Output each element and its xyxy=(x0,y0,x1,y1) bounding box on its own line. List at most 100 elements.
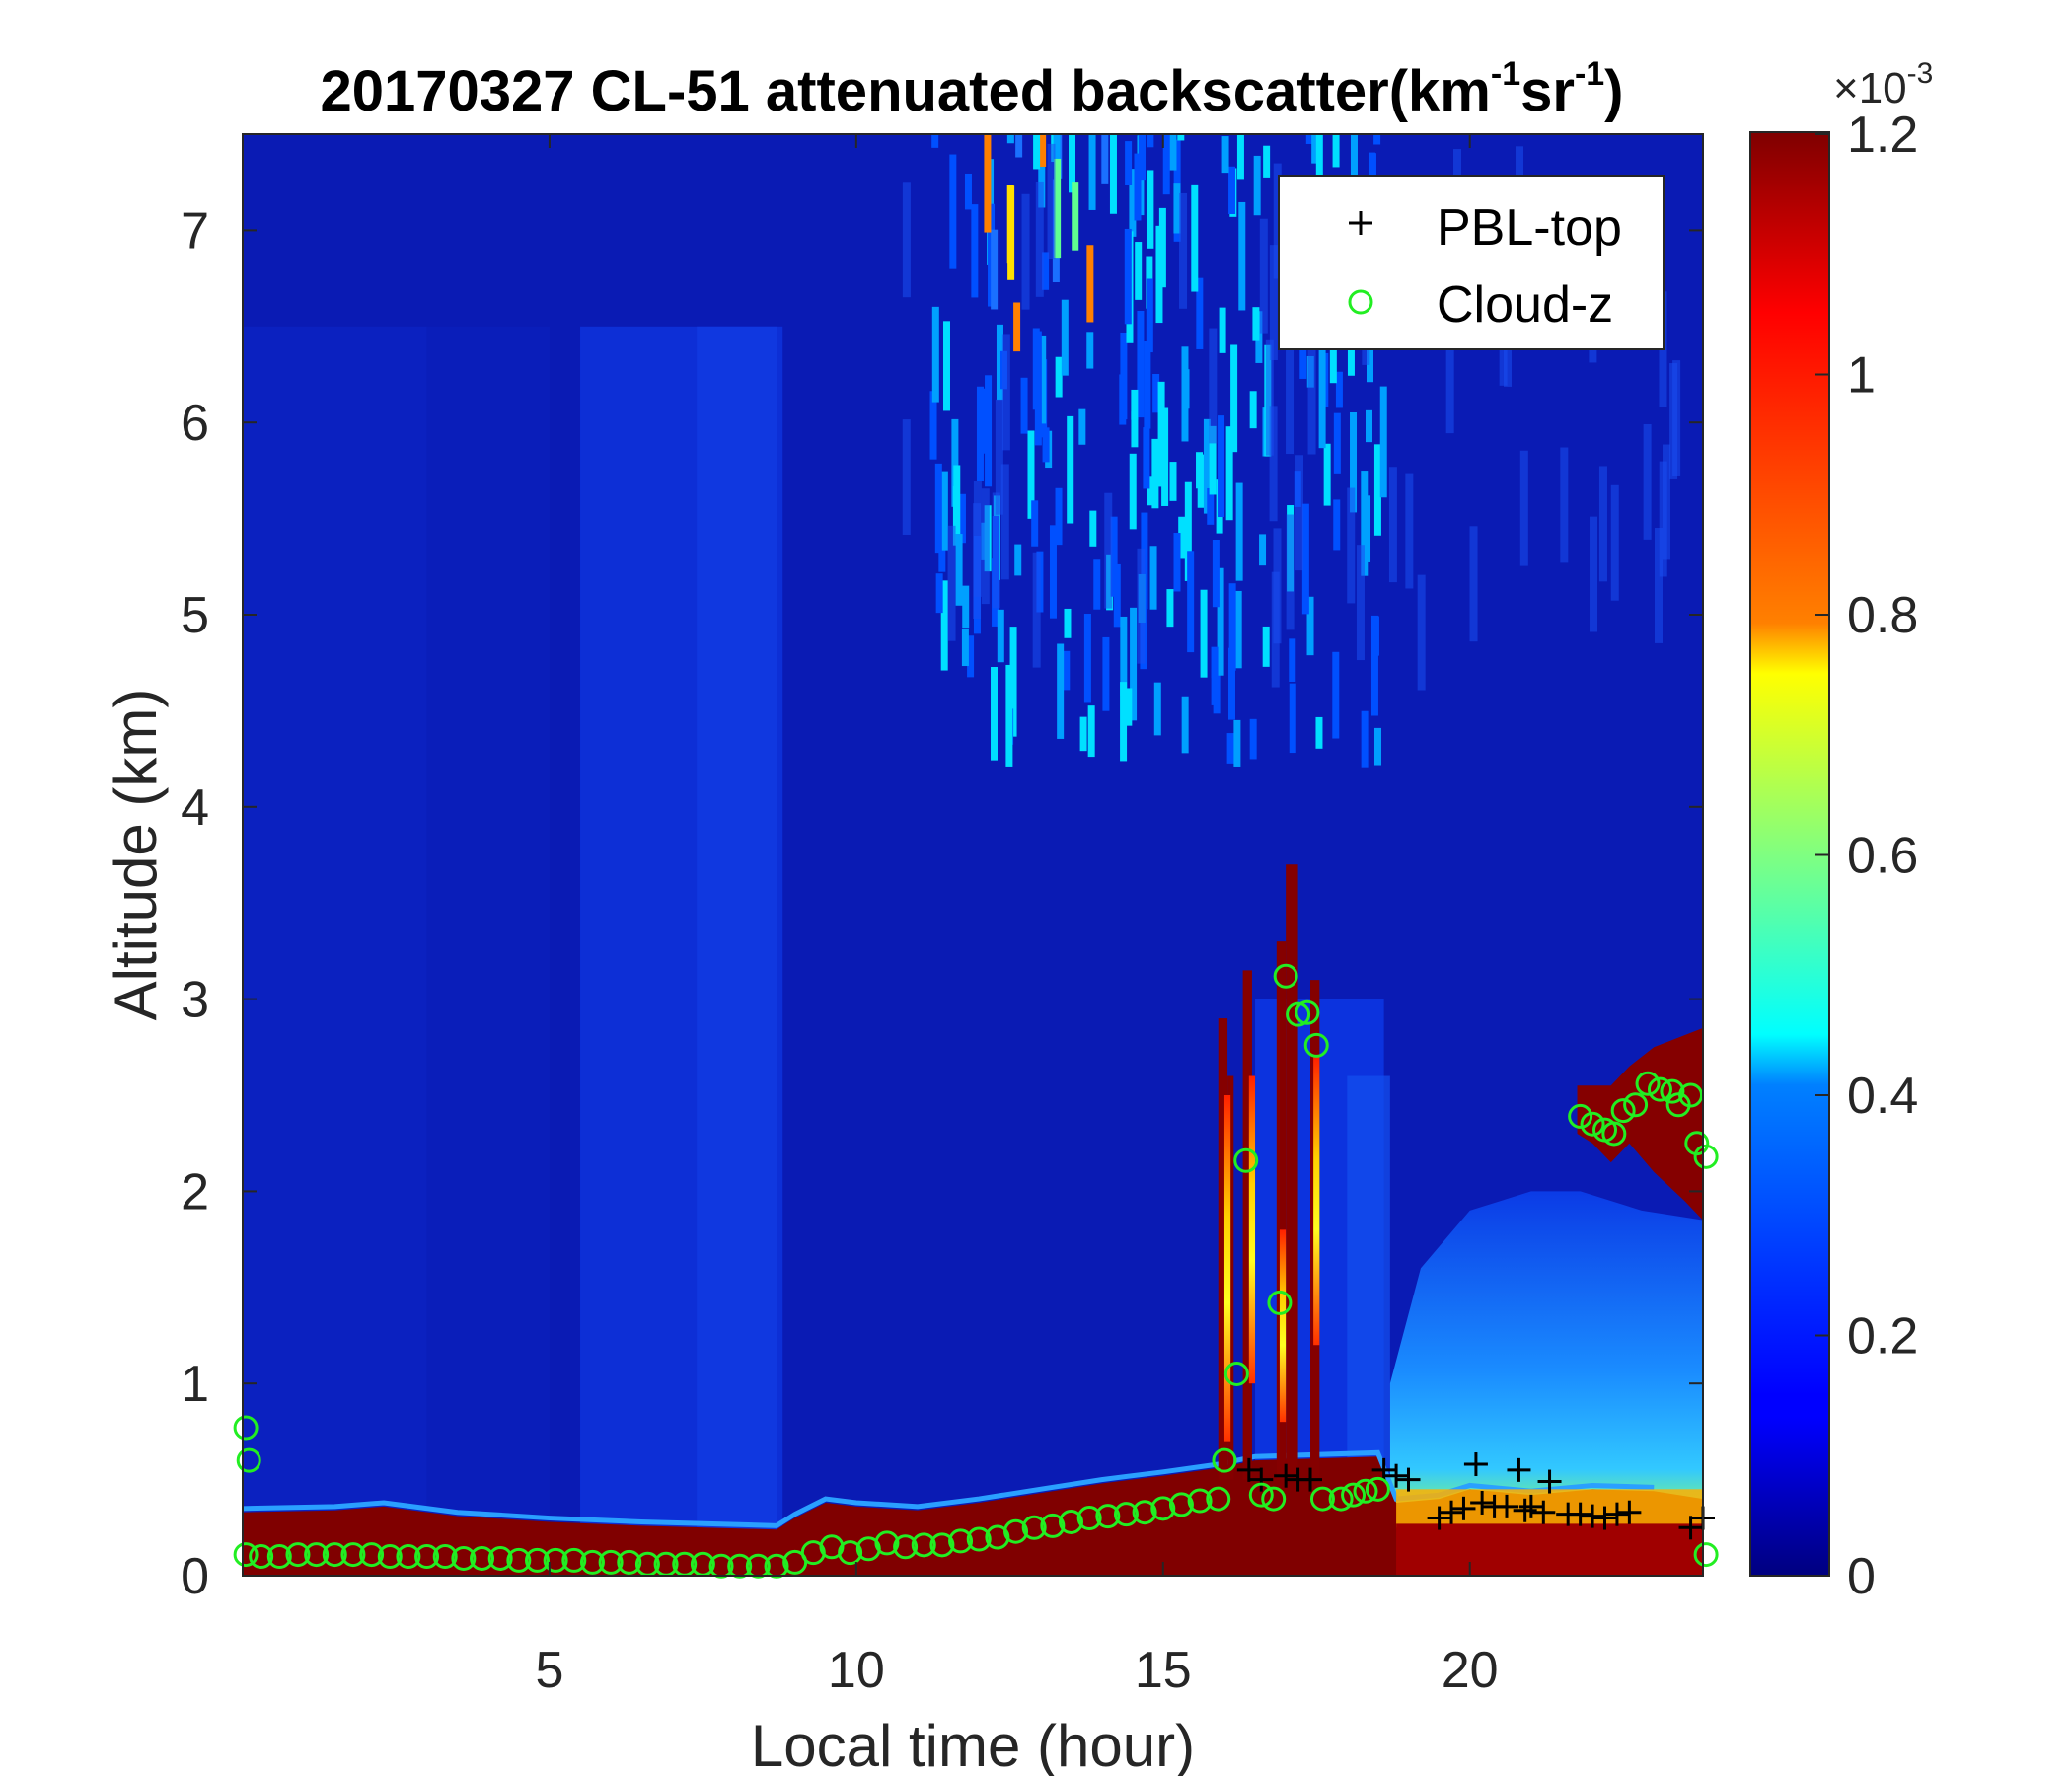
heatmap-cirrus-speckle xyxy=(1445,318,1454,434)
cloud-z-point xyxy=(1150,1496,1176,1521)
heatmap-cirrus-speckle xyxy=(1057,643,1065,739)
pbl-top-point xyxy=(1463,1452,1488,1477)
pbl-top-point xyxy=(1298,1467,1323,1492)
plot-frame xyxy=(242,133,1704,1577)
heatmap-cirrus-speckle xyxy=(1211,646,1219,679)
heatmap-cirrus-speckle xyxy=(1042,427,1050,463)
cloud-z-point xyxy=(1303,1032,1329,1058)
heatmap-cirrus-speckle xyxy=(1020,377,1028,434)
heatmap-cirrus-speckle xyxy=(902,182,911,298)
heatmap-cirrus-speckle xyxy=(1125,688,1133,726)
heatmap-cirrus-speckle xyxy=(1203,418,1211,514)
cloud-z-point xyxy=(745,1553,771,1579)
colorbar: 0 0.2 0.4 0.6 0.8 1 1.2 ×10-3 xyxy=(1749,57,1933,1605)
heatmap-cirrus-speckle xyxy=(1228,647,1236,720)
heatmap-cirrus-speckle xyxy=(1169,462,1177,501)
pbl-top-markers xyxy=(1236,1452,1715,1540)
pbl-top-point xyxy=(1371,1457,1396,1482)
pbl-top-point xyxy=(1513,1498,1537,1522)
heatmap-cirrus-speckle xyxy=(1001,334,1010,451)
heatmap-evening-cloud xyxy=(1577,1027,1703,1221)
heatmap-cirrus-speckle xyxy=(1329,341,1337,384)
heatmap-cirrus-speckle xyxy=(1086,245,1094,323)
heatmap-cirrus-speckle xyxy=(958,493,966,544)
heatmap-cirrus-speckle xyxy=(1361,471,1369,576)
heatmap-cirrus-speckle xyxy=(1109,134,1117,214)
cloud-z-point xyxy=(1021,1515,1047,1540)
cloud-z-point xyxy=(304,1542,330,1568)
cloud-z-point xyxy=(1003,1518,1029,1544)
cloud-z-point xyxy=(1610,1098,1636,1124)
cloud-z-point xyxy=(1286,1001,1311,1027)
cloud-z-point xyxy=(285,1542,311,1568)
heatmap-cirrus-speckle xyxy=(996,324,1003,401)
heatmap-cirrus-speckle xyxy=(1318,349,1326,449)
heatmap-cirrus-speckle xyxy=(1209,328,1218,444)
heatmap-cirrus-speckle xyxy=(962,585,970,629)
heatmap-cirrus-speckle xyxy=(1137,548,1146,664)
heatmap-cirrus-speckle xyxy=(1064,608,1072,638)
heatmap-cirrus-speckle xyxy=(1371,616,1379,656)
cloud-z-point xyxy=(1076,1506,1102,1531)
cloud-z-point xyxy=(1095,1504,1121,1529)
cloud-z-point xyxy=(1267,1290,1293,1315)
heatmap-cirrus-speckle xyxy=(1130,607,1138,721)
heatmap-cirrus-speckle xyxy=(1093,559,1101,610)
heatmap-cirrus-speckle xyxy=(1196,277,1204,349)
pbl-top-point xyxy=(1581,1504,1605,1528)
colorbar-tick-label: 1.2 xyxy=(1847,107,1918,164)
chart-title: 20170327 CL-51 attenuated backscatter(km… xyxy=(321,55,1624,123)
heatmap-column-band xyxy=(697,326,777,1576)
pbl-top-point xyxy=(1518,1494,1543,1518)
heatmap-cirrus-speckle xyxy=(1069,134,1076,193)
heatmap-cirrus-speckle xyxy=(1009,627,1017,737)
cloud-z-point xyxy=(1353,1478,1378,1504)
heatmap-cirrus-speckle xyxy=(1087,705,1095,758)
heatmap-cirrus-speckle xyxy=(1162,134,1170,195)
cloud-z-point xyxy=(340,1542,366,1568)
heatmap-cirrus-speckle xyxy=(1273,528,1282,644)
pbl-top-point xyxy=(1236,1457,1261,1482)
heatmap-cloud-column xyxy=(1218,1018,1228,1480)
heatmap-cirrus-speckle xyxy=(1038,138,1046,208)
cloud-z-point xyxy=(1647,1076,1672,1102)
heatmap-cirrus-speckle xyxy=(1161,407,1169,506)
heatmap-cirrus-speckle xyxy=(1054,158,1062,259)
cloud-z-point xyxy=(1660,1078,1685,1104)
heatmap-cirrus-speckle xyxy=(1015,134,1023,158)
heatmap-cirrus-speckle xyxy=(1366,324,1373,383)
heatmap-cirrus-speckle xyxy=(951,418,959,507)
heatmap-cirrus-speckle xyxy=(1169,134,1177,171)
cloud-z-point xyxy=(1295,999,1320,1025)
heatmap-cirrus-speckle xyxy=(973,481,982,597)
heatmap-cirrus-speckle xyxy=(1006,134,1014,144)
heatmap-cirrus-speckle xyxy=(1643,424,1652,540)
pbl-top-point xyxy=(1396,1467,1421,1492)
heatmap-cirrus-speckle xyxy=(1014,544,1022,576)
heatmap-cirrus-speckle xyxy=(1013,302,1021,352)
heatmap-cloud-column xyxy=(1248,1075,1256,1384)
heatmap-cirrus-speckle xyxy=(1306,596,1314,656)
heatmap-cirrus-speckle xyxy=(934,463,942,554)
heatmap-cirrus-speckle xyxy=(1125,141,1133,185)
pbl-top-point xyxy=(1617,1500,1642,1524)
heatmap-cirrus-speckle xyxy=(1211,668,1219,705)
cloud-z-point xyxy=(727,1553,753,1579)
heatmap-cirrus-speckle xyxy=(1598,466,1607,582)
heatmap-cirrus-speckle xyxy=(947,525,956,641)
heatmap-cirrus-speckle xyxy=(1104,492,1113,609)
cloud-z-point xyxy=(470,1545,495,1571)
colorbar-exponent: ×10-3 xyxy=(1833,57,1933,112)
cloud-z-point xyxy=(1058,1509,1083,1534)
heatmap-cirrus-speckle xyxy=(1153,682,1161,736)
cloud-z-point xyxy=(1623,1092,1649,1118)
heatmap-cirrus-speckle xyxy=(1181,346,1189,442)
heatmap-cirrus-speckle xyxy=(1055,356,1063,398)
heatmap-cirrus-speckle xyxy=(1373,444,1381,536)
cloud-z-point xyxy=(1206,1486,1231,1512)
cloud-z-point xyxy=(233,1415,259,1441)
heatmap-column-band xyxy=(243,326,427,1576)
heatmap-cirrus-speckle xyxy=(1035,181,1044,297)
heatmap-cirrus-speckle xyxy=(1047,143,1056,259)
heatmap-cirrus-speckle xyxy=(940,580,948,671)
